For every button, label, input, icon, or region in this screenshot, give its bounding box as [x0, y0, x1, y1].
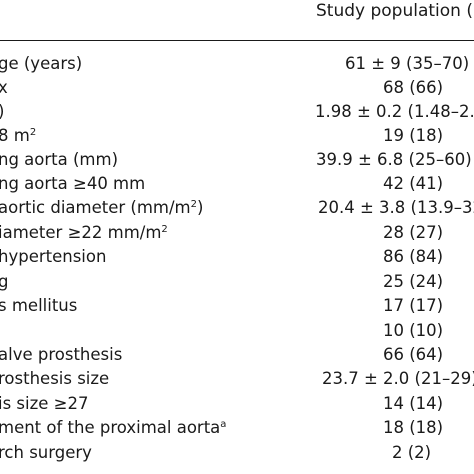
- row-label-text: 8 m: [0, 126, 30, 145]
- row-label-text: ng aorta (mm): [0, 150, 119, 169]
- row-label-text: aortic diameter (mm/m: [0, 198, 191, 217]
- table-row: ng aorta ≥40 mm 42 (41): [0, 172, 474, 195]
- row-label-text: rosthesis size: [0, 369, 110, 388]
- table-row: hypertension 86 (84): [0, 245, 474, 268]
- row-label: g: [0, 270, 8, 293]
- table-row: ge (years) 61 ± 9 (35–70): [0, 52, 474, 75]
- row-value: 68 (66): [383, 78, 444, 97]
- row-value: 23.7 ± 2.0 (21–29): [322, 369, 474, 388]
- row-label-text: is size ≥27: [0, 394, 89, 413]
- row-label: ): [0, 100, 4, 123]
- row-label: ng aorta ≥40 mm: [0, 172, 145, 195]
- row-label: alve prosthesis: [0, 343, 122, 366]
- row-value: 39.9 ± 6.8 (25–60): [316, 150, 472, 169]
- row-label-tail: ): [197, 198, 204, 217]
- row-label: ment of the proximal aortaa: [0, 416, 226, 439]
- row-value: 28 (27): [383, 223, 444, 242]
- row-value: 42 (41): [383, 174, 444, 193]
- row-label-text: rch surgery: [0, 443, 92, 462]
- table-row: g 25 (24): [0, 270, 474, 293]
- row-label: aortic diameter (mm/m2): [0, 196, 203, 219]
- row-label-text: ge (years): [0, 54, 83, 73]
- row-value: 10 (10): [383, 321, 444, 340]
- table-row: alve prosthesis 66 (64): [0, 343, 474, 366]
- row-label: is size ≥27: [0, 392, 88, 415]
- row-value: 17 (17): [383, 296, 444, 315]
- table-row: aortic diameter (mm/m2) 20.4 ± 3.8 (13.9–…: [0, 196, 474, 219]
- row-label-text: g: [0, 272, 9, 291]
- row-value: 86 (84): [383, 247, 444, 266]
- row-value: 18 (18): [383, 418, 444, 437]
- table-row: is size ≥27 14 (14): [0, 392, 474, 415]
- row-label-superscript: 2: [190, 199, 197, 210]
- study-population-column-header: Study population (: [316, 1, 473, 21]
- row-label: rosthesis size: [0, 367, 109, 390]
- row-value: 1.98 ± 0.2 (1.48–2.: [315, 102, 474, 121]
- table-row: ) 1.98 ± 0.2 (1.48–2.: [0, 100, 474, 123]
- table-row: rosthesis size 23.7 ± 2.0 (21–29): [0, 367, 474, 390]
- row-label-text: ment of the proximal aorta: [0, 418, 221, 437]
- row-label: rch surgery: [0, 441, 92, 464]
- row-label: ge (years): [0, 52, 82, 75]
- row-label-text: iameter ≥22 mm/m: [0, 223, 162, 242]
- row-label: 8 m2: [0, 124, 36, 147]
- row-label-superscript: 2: [161, 224, 168, 235]
- row-label-text: s mellitus: [0, 296, 78, 315]
- table-row: rch surgery 2 (2): [0, 441, 474, 464]
- table-row: x 68 (66): [0, 76, 474, 99]
- table-row: ment of the proximal aortaa 18 (18): [0, 416, 474, 439]
- row-label-text: hypertension: [0, 247, 107, 266]
- table-row: ng aorta (mm) 39.9 ± 6.8 (25–60): [0, 148, 474, 171]
- row-value: 19 (18): [383, 126, 444, 145]
- row-label-text: alve prosthesis: [0, 345, 123, 364]
- row-value: 2 (2): [392, 443, 432, 462]
- row-value: 20.4 ± 3.8 (13.9–32: [318, 198, 474, 217]
- row-label-superscript: 2: [29, 127, 37, 138]
- table-row: 8 m2 19 (18): [0, 124, 474, 147]
- row-label: hypertension: [0, 245, 106, 268]
- row-label: ng aorta (mm): [0, 148, 118, 171]
- row-label-text: ng aorta ≥40 mm: [0, 174, 146, 193]
- row-value: 66 (64): [383, 345, 444, 364]
- row-label: s mellitus: [0, 294, 77, 317]
- table-row: iameter ≥22 mm/m2 28 (27): [0, 221, 474, 244]
- row-value: 25 (24): [383, 272, 444, 291]
- header-rule: [0, 40, 474, 41]
- row-label: x: [0, 76, 8, 99]
- row-value: 14 (14): [383, 394, 444, 413]
- row-label-text: ): [0, 102, 4, 121]
- table-row: 10 (10): [0, 319, 474, 342]
- row-label-text: x: [0, 78, 8, 97]
- row-value: 61 ± 9 (35–70): [345, 54, 470, 73]
- table-row: s mellitus 17 (17): [0, 294, 474, 317]
- row-label: iameter ≥22 mm/m2: [0, 221, 168, 244]
- row-label-superscript: a: [220, 419, 227, 430]
